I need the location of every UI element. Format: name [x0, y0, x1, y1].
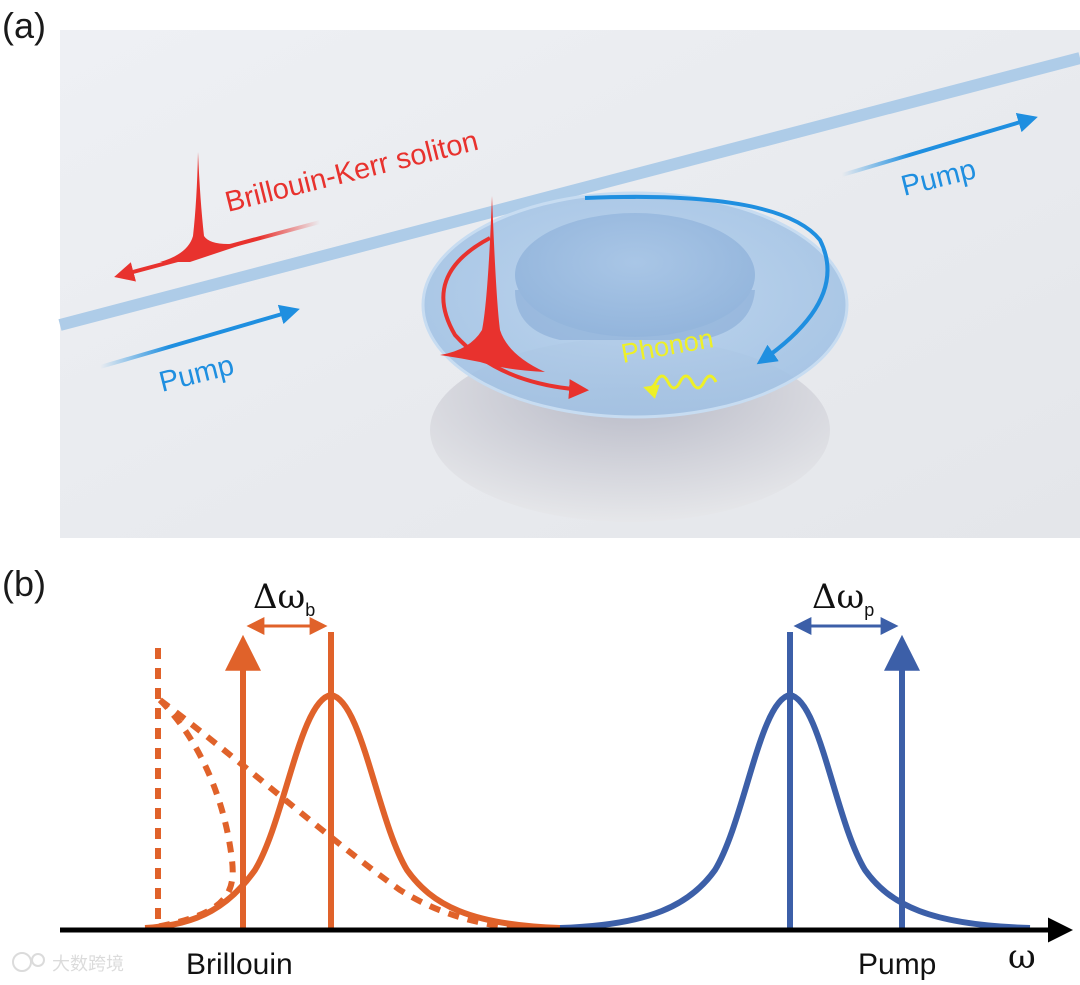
brillouin-dotted-curve-outer: [158, 697, 521, 931]
watermark-logo-icon-2: [31, 953, 45, 967]
pump-circulating-arrow: [584, 194, 830, 365]
soliton-pulse-disk: [440, 196, 545, 372]
delta-omega-b-sub: b: [305, 600, 315, 620]
soliton-pulse-bus: [160, 152, 250, 262]
pump-transmit-arrow: [841, 112, 1038, 177]
soliton-circulating-arrow: [441, 236, 589, 400]
panel-b-label: (b): [2, 563, 46, 604]
microdisk-rim: [421, 191, 849, 419]
panel-a-label: (a): [2, 5, 46, 46]
delta-omega-p-label: Δωp: [812, 577, 874, 620]
panel-b: (b) Δωb Δωp Brillouin Pump ω: [2, 563, 1073, 981]
delta-omega-b-main: Δω: [253, 577, 305, 617]
delta-omega-p-main: Δω: [812, 577, 864, 617]
soliton-output-arrow: [114, 220, 321, 282]
delta-omega-p-sub: p: [864, 600, 874, 620]
delta-omega-b-label: Δωb: [253, 577, 315, 620]
axis-omega-label: ω: [1008, 937, 1036, 977]
phonon-wave-icon: [643, 374, 718, 399]
inner-disk: [515, 213, 755, 337]
watermark: 大数跨境: [12, 952, 124, 975]
brillouin-label: Brillouin: [186, 948, 293, 981]
watermark-text: 大数跨境: [52, 954, 124, 975]
brillouin-lorentzian: [144, 691, 561, 931]
brillouin-dotted-curve-inner: [149, 697, 236, 931]
pump-input-arrow: [99, 304, 300, 369]
pump-lorentzian: [559, 691, 1031, 931]
panel-a: (a) Brillouin-Kerr soliton Pump Pump Pho…: [2, 5, 1080, 538]
bus-waveguide: [58, 52, 1080, 331]
watermark-logo-icon: [12, 952, 32, 972]
pump-label: Pump: [858, 948, 936, 981]
